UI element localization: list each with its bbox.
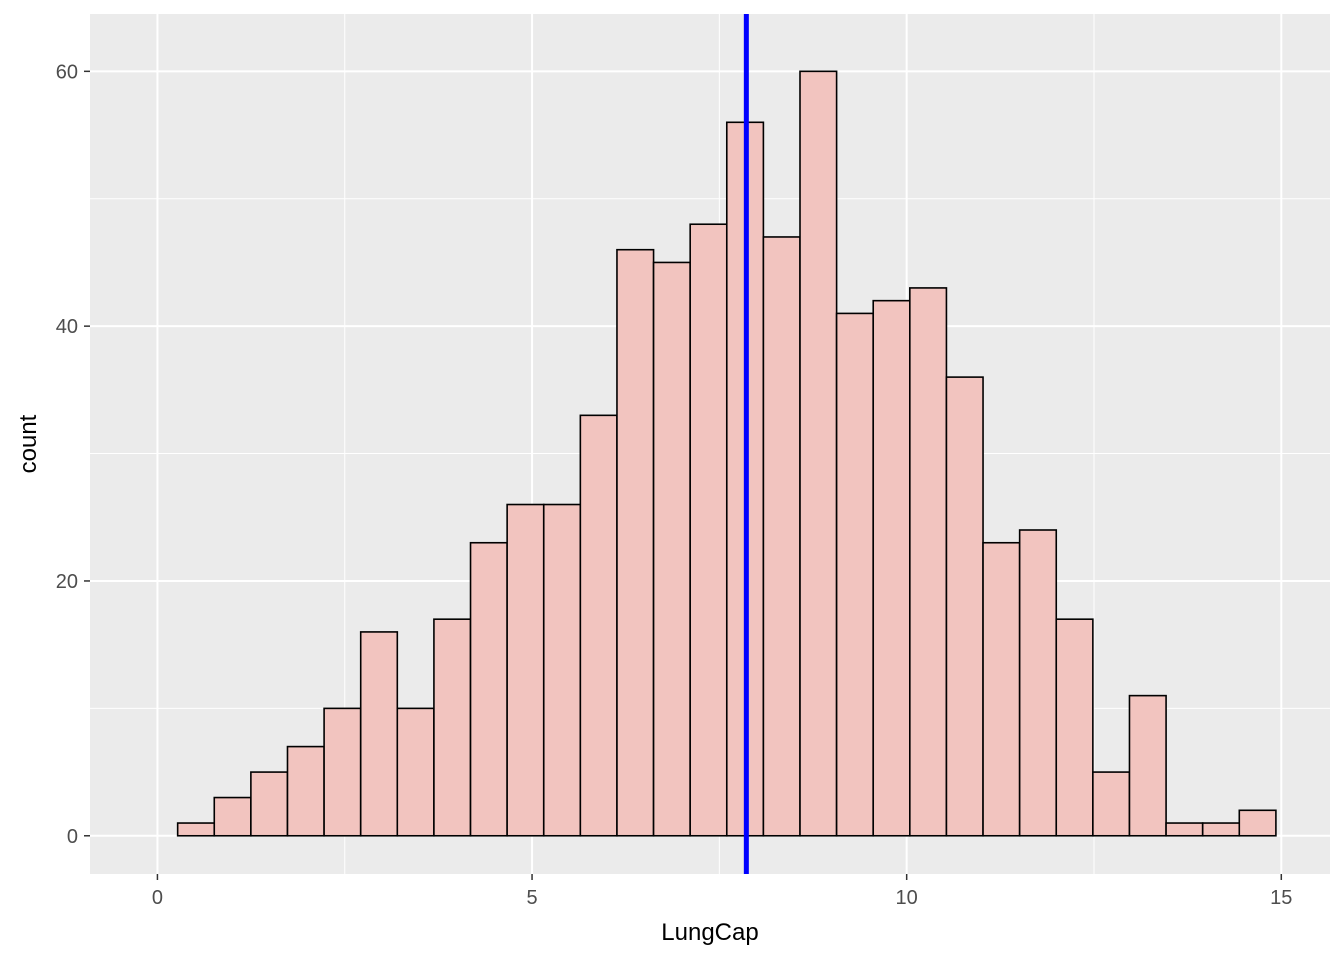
histogram-bar [945, 376, 984, 837]
histogram-bar [396, 707, 435, 837]
histogram-bar [872, 299, 911, 837]
histogram-bar [835, 312, 875, 837]
histogram-bar [616, 248, 655, 837]
histogram-bar [652, 261, 691, 837]
x-axis-tick-labels: 0 5 10 15 [152, 887, 1293, 909]
histogram-bars [176, 70, 1277, 837]
histogram-bar [250, 771, 289, 837]
x-tick-label: 0 [152, 887, 163, 909]
x-tick-label: 5 [526, 887, 537, 909]
y-tick-label: 40 [56, 316, 78, 338]
histogram-bar [1165, 822, 1204, 837]
histogram-bar [176, 822, 216, 837]
histogram-bar [579, 414, 618, 837]
x-tick-label: 15 [1270, 887, 1292, 909]
histogram-bar [799, 70, 838, 837]
y-axis-title: count [15, 414, 42, 473]
histogram-bar [1128, 694, 1167, 837]
histogram-bar [1238, 809, 1277, 837]
histogram-bar [433, 618, 472, 837]
x-axis-title: LungCap [661, 919, 758, 946]
histogram-bar [286, 745, 325, 837]
histogram-bar [1018, 529, 1058, 837]
y-tick-label: 0 [67, 826, 78, 848]
y-tick-label: 60 [56, 61, 78, 83]
histogram-bar [689, 223, 728, 837]
histogram-bar [1092, 771, 1131, 837]
histogram-bar [213, 796, 252, 837]
histogram-bar [982, 541, 1021, 837]
y-axis-tick-labels: 0 20 40 60 [56, 61, 78, 847]
histogram-bar [359, 631, 399, 837]
histogram-bar [1055, 618, 1094, 837]
histogram-bar [1201, 822, 1241, 837]
histogram-bar [542, 503, 582, 837]
histogram-bar [469, 541, 508, 837]
histogram-bar [506, 503, 545, 837]
x-tick-label: 10 [896, 887, 918, 909]
histogram-bar [323, 707, 362, 837]
histogram-bar [909, 287, 948, 837]
y-tick-label: 20 [56, 571, 78, 593]
histogram-bar [762, 236, 801, 837]
axis-ticks [84, 70, 1283, 880]
